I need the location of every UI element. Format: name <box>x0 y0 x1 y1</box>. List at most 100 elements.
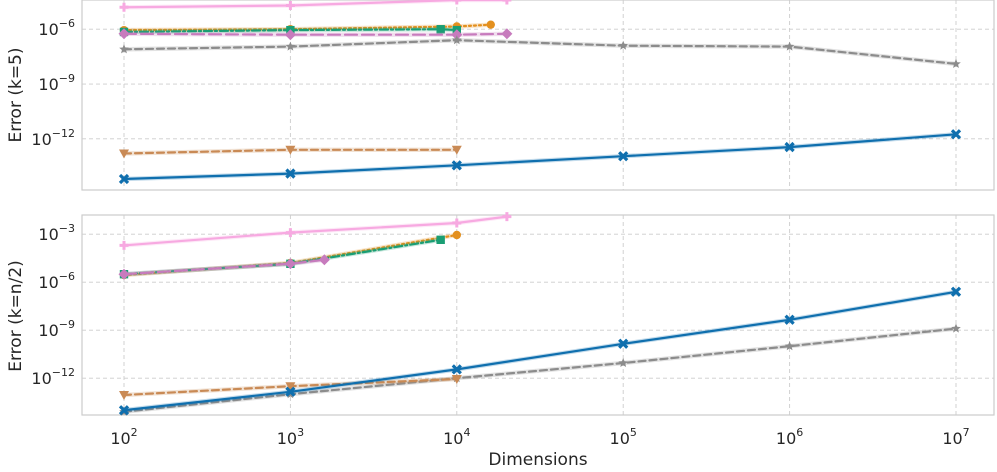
x-tick-labels: 102 103 104 105 106 107 <box>110 426 969 448</box>
bottom-point-blue-x-4 <box>784 314 795 325</box>
x-tick-label-0-exponent: 2 <box>131 426 138 439</box>
bottom-point-gray-star-4 <box>784 341 795 351</box>
bottom-line-blue-x <box>122 290 958 412</box>
x-tick-label-5: 107 <box>942 426 969 448</box>
bottom-ytick-label-2-exponent: −9 <box>59 318 75 331</box>
bottom-series-blue-x <box>118 286 962 416</box>
top-point-pink-plus-1 <box>285 0 295 10</box>
top-line-gray-star <box>122 39 958 66</box>
panel-top: 10−610−910−12 Error (k=5) <box>6 0 995 191</box>
top-point-blue-x-4 <box>784 141 795 153</box>
bottom-point-pink-plus-3 <box>502 212 512 222</box>
top-point-blue-x-3 <box>618 151 629 162</box>
top-point-pink-plus-3 <box>502 0 512 5</box>
x-tick-label-1-exponent: 3 <box>297 426 304 439</box>
top-point-green-square-2 <box>436 25 445 34</box>
top-ytick-label-1-base: 10 <box>38 75 58 94</box>
bottom-point-gray-star-5 <box>951 323 961 333</box>
bottom-line-purple-diamond <box>122 258 326 276</box>
panel-bottom: 10−310−610−910−12 Error (k=n/2) <box>6 212 995 416</box>
top-ytick-label-0-exponent: −6 <box>59 17 75 30</box>
bottom-ytick-label-0-exponent: −3 <box>59 222 75 235</box>
top-ytick-label-2-base: 10 <box>31 130 51 149</box>
x-tick-label-5-exponent: 7 <box>963 426 970 439</box>
panel-bottom-grid <box>82 215 994 415</box>
bottom-line-pink-plus <box>122 215 508 247</box>
bottom-point-orange-circle-2 <box>452 230 461 240</box>
bottom-point-blue-x-1 <box>285 386 296 397</box>
bottom-series-purple-diamond <box>118 254 330 280</box>
top-point-gray-star-5 <box>951 58 961 68</box>
top-point-blue-x-0 <box>118 173 130 185</box>
bottom-ytick-label-1: 10−6 <box>38 270 75 292</box>
top-point-pink-plus-0 <box>119 2 129 12</box>
x-tick-label-2: 104 <box>443 426 470 448</box>
top-series-purple-diamond <box>118 28 513 41</box>
panel-bottom-series <box>118 212 962 416</box>
bottom-point-brown-triangle-2 <box>451 375 462 384</box>
bottom-ytick-label-3-base: 10 <box>31 369 51 388</box>
top-point-gray-star-1 <box>285 41 296 51</box>
bottom-ytick-label-1-base: 10 <box>38 273 58 292</box>
x-axis-label: Dimensions <box>488 450 587 470</box>
panel-top-series <box>118 0 962 185</box>
bottom-ytick-label-1-exponent: −6 <box>59 270 75 283</box>
bottom-ytick-label-3: 10−12 <box>31 366 75 388</box>
x-tick-label-1: 103 <box>277 426 304 448</box>
top-line-green-square <box>122 28 458 34</box>
top-ytick-label-2-exponent: −12 <box>52 127 75 140</box>
x-tick-label-4-exponent: 6 <box>796 426 803 439</box>
x-tick-label-0-base: 10 <box>110 429 130 448</box>
top-line-purple-diamond <box>122 32 508 36</box>
bottom-point-blue-x-0 <box>118 405 130 416</box>
top-ytick-label-1-exponent: −9 <box>59 72 75 85</box>
top-line-pink-plus <box>122 0 508 9</box>
x-tick-label-3: 105 <box>610 426 637 448</box>
x-tick-label-4-base: 10 <box>776 429 796 448</box>
top-point-purple-diamond-0 <box>118 28 130 40</box>
top-point-pink-plus-2 <box>452 0 462 5</box>
top-point-blue-x-5 <box>950 129 962 140</box>
panel-top-ylabel: Error (k=5) <box>6 47 26 142</box>
top-point-brown-triangle-2 <box>451 145 462 155</box>
bottom-point-blue-x-2 <box>451 364 462 375</box>
x-tick-label-1-base: 10 <box>277 429 297 448</box>
bottom-point-blue-x-3 <box>618 338 629 349</box>
bottom-ytick-label-3-exponent: −12 <box>52 366 75 379</box>
x-tick-label-4: 106 <box>776 426 803 448</box>
top-ytick-label-2: 10−12 <box>31 127 75 149</box>
bottom-point-brown-triangle-1 <box>285 382 296 392</box>
bottom-point-pink-plus-0 <box>119 240 129 250</box>
bottom-point-purple-diamond-2 <box>318 254 330 266</box>
top-point-gray-star-4 <box>784 41 795 51</box>
panel-top-yticks: 10−610−910−12 <box>31 17 75 149</box>
top-point-gray-star-3 <box>618 40 628 50</box>
bottom-series-pink-plus <box>119 212 512 250</box>
top-series-gray-star <box>119 35 961 68</box>
x-tick-label-3-exponent: 5 <box>630 426 637 439</box>
bottom-point-brown-triangle-0 <box>119 391 129 400</box>
bottom-ytick-label-2: 10−9 <box>38 318 75 340</box>
top-ytick-label-0-base: 10 <box>38 20 58 39</box>
panel-bottom-frame <box>81 214 995 416</box>
top-point-purple-diamond-2 <box>451 29 463 41</box>
top-point-brown-triangle-1 <box>285 145 296 155</box>
panel-bottom-ylabel: Error (k=n/2) <box>6 260 26 372</box>
top-ytick-label-0: 10−6 <box>38 17 75 39</box>
top-point-blue-x-1 <box>285 168 296 179</box>
bottom-point-purple-diamond-0 <box>118 268 130 280</box>
top-series-brown-triangle <box>119 145 462 159</box>
top-line-orange-circle <box>122 23 492 32</box>
bottom-point-pink-plus-2 <box>452 218 462 228</box>
x-tick-label-0: 102 <box>110 426 137 448</box>
top-series-blue-x <box>118 129 962 185</box>
top-series-pink-plus <box>119 0 512 12</box>
top-line-blue-x <box>122 133 958 181</box>
bottom-ytick-label-0: 10−3 <box>38 222 75 244</box>
bottom-point-green-square-2 <box>436 235 445 244</box>
top-point-orange-circle-3 <box>486 20 495 29</box>
bottom-series-brown-triangle <box>119 375 462 400</box>
panel-top-frame <box>81 0 995 191</box>
top-point-brown-triangle-0 <box>119 149 129 159</box>
